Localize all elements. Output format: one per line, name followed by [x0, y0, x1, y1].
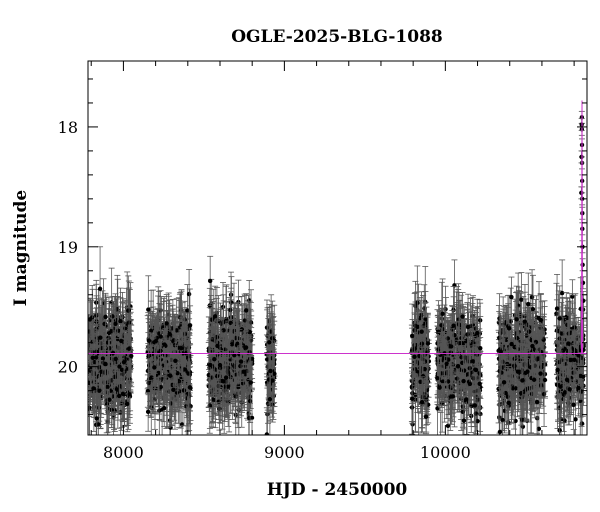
- data-point-marker: [146, 380, 151, 386]
- data-point-marker: [106, 330, 112, 336]
- data-point-marker: [158, 334, 163, 339]
- data-point: [93, 329, 100, 386]
- data-point-marker: [158, 384, 164, 390]
- data-point-marker: [110, 350, 116, 356]
- data-point-marker: [187, 323, 193, 328]
- data-point-marker: [116, 393, 122, 399]
- data-point: [120, 341, 127, 384]
- data-point: [105, 307, 112, 368]
- data-point-marker: [185, 308, 190, 313]
- data-point: [105, 297, 112, 369]
- data-point-marker: [92, 359, 97, 365]
- data-point-marker: [146, 307, 151, 312]
- data-point-marker: [162, 342, 167, 347]
- y-axis-label: I magnitude: [11, 190, 31, 307]
- data-point-marker: [103, 314, 108, 320]
- x-axis-label: HJD - 2450000: [267, 480, 408, 500]
- data-point-marker: [94, 416, 99, 421]
- chart-title: OGLE-2025-BLG-1088: [231, 27, 443, 47]
- data-point-marker: [186, 291, 192, 297]
- data-point-marker: [175, 370, 180, 376]
- data-point: [126, 370, 133, 418]
- data-point-marker: [171, 387, 176, 393]
- data-point: [102, 338, 109, 390]
- data-point-marker: [182, 367, 187, 372]
- data-point-marker: [126, 308, 131, 313]
- data-point-marker: [122, 326, 128, 331]
- data-point-marker: [115, 387, 120, 392]
- data-point-marker: [119, 338, 124, 344]
- data-point-marker: [152, 365, 157, 370]
- data-point-marker: [113, 321, 118, 326]
- data-point: [114, 365, 121, 414]
- data-point-marker: [186, 353, 192, 359]
- data-point-marker: [125, 401, 130, 407]
- data-point-marker: [107, 346, 112, 351]
- data-point-marker: [146, 338, 152, 343]
- data-point: [89, 336, 96, 380]
- data-point-marker: [94, 422, 99, 427]
- data-point: [99, 329, 106, 388]
- data-point-marker: [119, 367, 125, 373]
- data-point: [118, 323, 125, 359]
- data-point-marker: [164, 321, 169, 326]
- data-point: [106, 376, 113, 423]
- data-point-marker: [116, 328, 121, 333]
- data-point-marker: [148, 328, 154, 334]
- plot-area: [88, 110, 587, 435]
- data-point-marker: [91, 386, 96, 391]
- data-point-marker: [145, 409, 151, 415]
- data-point-marker: [129, 353, 134, 359]
- data-point: [119, 377, 126, 411]
- data-point-marker: [173, 358, 178, 364]
- data-point-marker: [179, 345, 184, 351]
- data-point-marker: [113, 356, 118, 362]
- data-point-marker: [174, 328, 179, 333]
- data-point-marker: [105, 384, 110, 390]
- data-point-marker: [107, 397, 112, 402]
- data-point-marker: [120, 391, 126, 396]
- data-point: [173, 374, 180, 411]
- data-point-marker: [153, 338, 159, 344]
- data-point-marker: [90, 355, 95, 360]
- data-point-marker: [167, 331, 172, 337]
- data-point: [110, 318, 117, 388]
- data-point: [112, 337, 119, 380]
- data-point-marker: [127, 392, 132, 397]
- data-point-marker: [110, 314, 115, 319]
- data-point: [145, 391, 152, 432]
- data-point: [181, 342, 188, 397]
- data-point: [148, 300, 155, 362]
- data-point-marker: [106, 335, 111, 341]
- data-point-marker: [97, 388, 102, 393]
- data-point: [117, 287, 124, 355]
- data-point: [128, 324, 135, 388]
- data-point-marker: [168, 373, 173, 378]
- data-point: [116, 379, 123, 413]
- data-point-marker: [121, 359, 127, 365]
- data-point-marker: [98, 335, 103, 340]
- data-point-marker: [181, 388, 187, 393]
- data-point-marker: [246, 415, 252, 421]
- data-point: [90, 365, 97, 412]
- data-point-marker: [187, 385, 193, 390]
- data-point: [118, 337, 125, 402]
- data-point-marker: [100, 356, 106, 361]
- data-point-marker: [118, 319, 123, 324]
- data-point-marker: [103, 361, 108, 367]
- data-point-marker: [93, 355, 99, 360]
- data-point-marker: [117, 364, 122, 369]
- data-point-marker: [162, 405, 167, 411]
- data-point-marker: [126, 346, 132, 351]
- data-point-marker: [174, 390, 180, 395]
